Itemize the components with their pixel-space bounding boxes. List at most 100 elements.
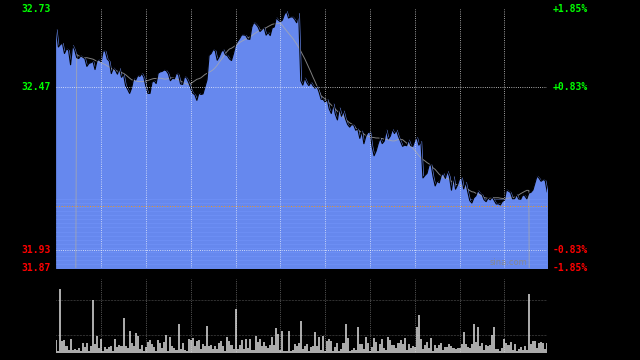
Bar	[63, 340, 65, 353]
Bar	[397, 343, 399, 353]
Bar	[202, 344, 204, 353]
Bar	[479, 346, 481, 353]
Bar	[182, 343, 184, 353]
Bar	[58, 351, 60, 353]
Bar	[263, 342, 265, 353]
Bar	[257, 342, 259, 353]
Bar	[80, 351, 82, 353]
Bar	[108, 347, 110, 353]
Bar	[344, 324, 347, 353]
Bar	[261, 346, 263, 353]
Bar	[104, 347, 106, 353]
Bar	[418, 315, 420, 353]
Text: 32.73: 32.73	[22, 4, 51, 14]
Bar	[155, 351, 157, 353]
Bar	[506, 343, 508, 353]
Bar	[285, 351, 287, 353]
Bar	[446, 347, 449, 353]
Bar	[534, 341, 536, 353]
Bar	[456, 348, 459, 353]
Bar	[287, 331, 289, 353]
Bar	[234, 309, 237, 353]
Bar	[532, 341, 534, 353]
Bar	[161, 348, 163, 353]
Bar	[110, 346, 113, 353]
Bar	[434, 345, 436, 353]
Bar	[361, 343, 363, 353]
Bar	[225, 351, 227, 353]
Bar	[438, 345, 440, 353]
Bar	[282, 331, 284, 353]
Bar	[369, 351, 371, 353]
Bar	[381, 339, 383, 353]
Bar	[177, 324, 180, 353]
Bar	[137, 336, 139, 353]
Bar	[90, 346, 92, 353]
Bar	[127, 348, 129, 353]
Bar	[430, 338, 432, 353]
Text: sina.com: sina.com	[490, 258, 527, 267]
Bar	[273, 345, 275, 353]
Bar	[513, 344, 516, 353]
Bar	[475, 342, 477, 353]
Bar	[520, 347, 522, 353]
Bar	[436, 348, 438, 353]
Bar	[102, 351, 104, 353]
Bar	[355, 350, 356, 353]
Bar	[481, 343, 483, 353]
Bar	[244, 339, 247, 353]
Bar	[175, 350, 177, 353]
Bar	[204, 346, 206, 353]
Bar	[440, 343, 442, 353]
Bar	[139, 350, 141, 353]
Bar	[151, 343, 153, 353]
Bar	[379, 345, 381, 353]
Bar	[511, 351, 513, 353]
Bar	[167, 351, 170, 353]
Bar	[342, 343, 344, 353]
Bar	[196, 341, 198, 353]
Bar	[275, 328, 277, 353]
Bar	[463, 332, 465, 353]
Bar	[320, 350, 322, 353]
Bar	[251, 351, 253, 353]
Bar	[86, 343, 88, 353]
Bar	[528, 294, 530, 353]
Bar	[153, 347, 155, 353]
Bar	[432, 351, 434, 353]
Bar	[504, 339, 506, 353]
Bar	[424, 345, 426, 353]
Bar	[452, 348, 454, 353]
Bar	[359, 345, 361, 353]
Bar	[94, 344, 96, 353]
Bar	[499, 351, 501, 353]
Bar	[459, 348, 461, 353]
Bar	[65, 346, 68, 353]
Bar	[296, 346, 298, 353]
Bar	[316, 346, 318, 353]
Bar	[184, 350, 186, 353]
Bar	[216, 350, 218, 353]
Bar	[312, 346, 314, 353]
Bar	[180, 349, 182, 353]
Bar	[106, 348, 108, 353]
Bar	[538, 343, 540, 353]
Bar	[522, 350, 524, 353]
Bar	[100, 338, 102, 353]
Bar	[232, 349, 234, 353]
Bar	[347, 338, 349, 353]
Bar	[120, 346, 122, 353]
Bar	[489, 345, 491, 353]
Bar	[324, 351, 326, 353]
Bar	[141, 345, 143, 353]
Bar	[326, 341, 328, 353]
Bar	[406, 350, 408, 353]
Bar	[314, 332, 316, 353]
Bar	[74, 349, 76, 353]
Bar	[206, 326, 208, 353]
Bar	[351, 350, 353, 353]
Bar	[330, 341, 332, 353]
Bar	[516, 351, 518, 353]
Bar	[259, 339, 261, 353]
Bar	[218, 343, 220, 353]
